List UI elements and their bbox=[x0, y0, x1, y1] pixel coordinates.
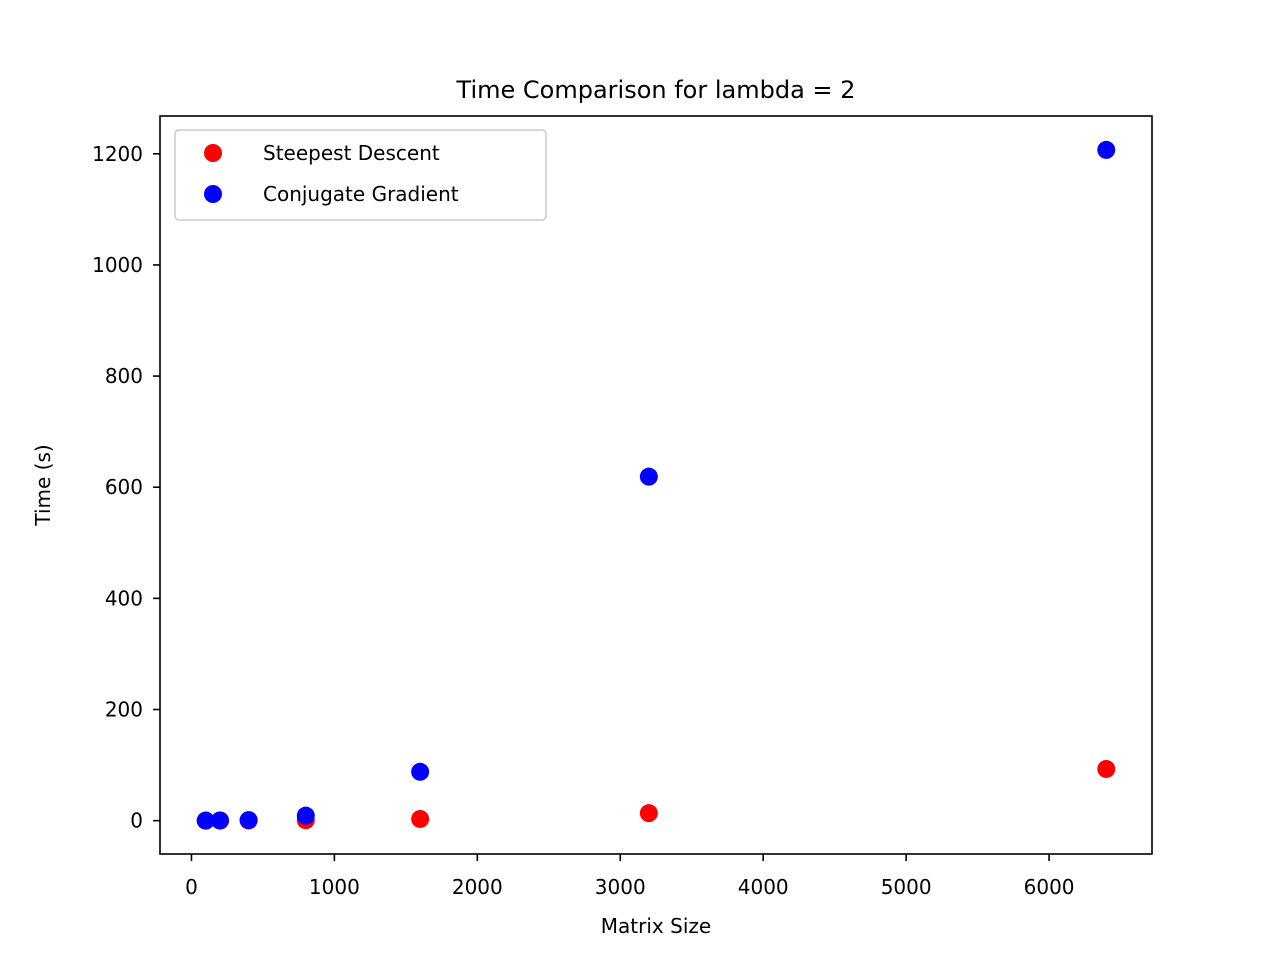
legend: Steepest Descent Conjugate Gradient bbox=[174, 129, 547, 221]
x-tick-label: 1000 bbox=[309, 875, 360, 899]
legend-label-steepest-descent: Steepest Descent bbox=[263, 141, 440, 165]
legend-marker-steepest-descent bbox=[204, 144, 222, 162]
y-tick-label: 1200 bbox=[92, 142, 143, 166]
point-conjugate-gradient bbox=[211, 811, 230, 830]
point-conjugate-gradient bbox=[239, 811, 258, 830]
x-tick-label: 3000 bbox=[595, 875, 646, 899]
x-axis-label: Matrix Size bbox=[601, 914, 711, 938]
y-tick-label: 400 bbox=[105, 586, 143, 610]
x-axis: 0 1000 2000 3000 4000 5000 6000 bbox=[185, 854, 1075, 899]
legend-label-conjugate-gradient: Conjugate Gradient bbox=[263, 182, 459, 206]
y-tick-label: 0 bbox=[130, 809, 143, 833]
y-axis: 0 200 400 600 800 1000 1200 bbox=[92, 142, 160, 833]
legend-marker-conjugate-gradient bbox=[204, 185, 222, 203]
y-tick-label: 800 bbox=[105, 364, 143, 388]
x-tick-label: 2000 bbox=[452, 875, 503, 899]
point-conjugate-gradient bbox=[1097, 140, 1116, 159]
legend-box bbox=[174, 129, 547, 221]
point-steepest-descent bbox=[1097, 759, 1116, 778]
y-tick-label: 1000 bbox=[92, 253, 143, 277]
x-tick-label: 4000 bbox=[738, 875, 789, 899]
plot-points bbox=[196, 140, 1116, 830]
x-tick-label: 0 bbox=[185, 875, 198, 899]
point-conjugate-gradient bbox=[296, 806, 315, 825]
point-steepest-descent bbox=[639, 804, 658, 823]
x-tick-label: 6000 bbox=[1024, 875, 1075, 899]
point-conjugate-gradient bbox=[639, 467, 658, 486]
y-tick-label: 200 bbox=[105, 698, 143, 722]
point-conjugate-gradient bbox=[411, 762, 430, 781]
point-conjugate-gradient bbox=[196, 811, 215, 830]
point-steepest-descent bbox=[411, 809, 430, 828]
y-tick-label: 600 bbox=[105, 475, 143, 499]
y-axis-label: Time (s) bbox=[31, 444, 55, 526]
plot-area-frame bbox=[159, 115, 1153, 855]
chart-title: Time Comparison for lambda = 2 bbox=[456, 76, 856, 104]
x-tick-label: 5000 bbox=[881, 875, 932, 899]
